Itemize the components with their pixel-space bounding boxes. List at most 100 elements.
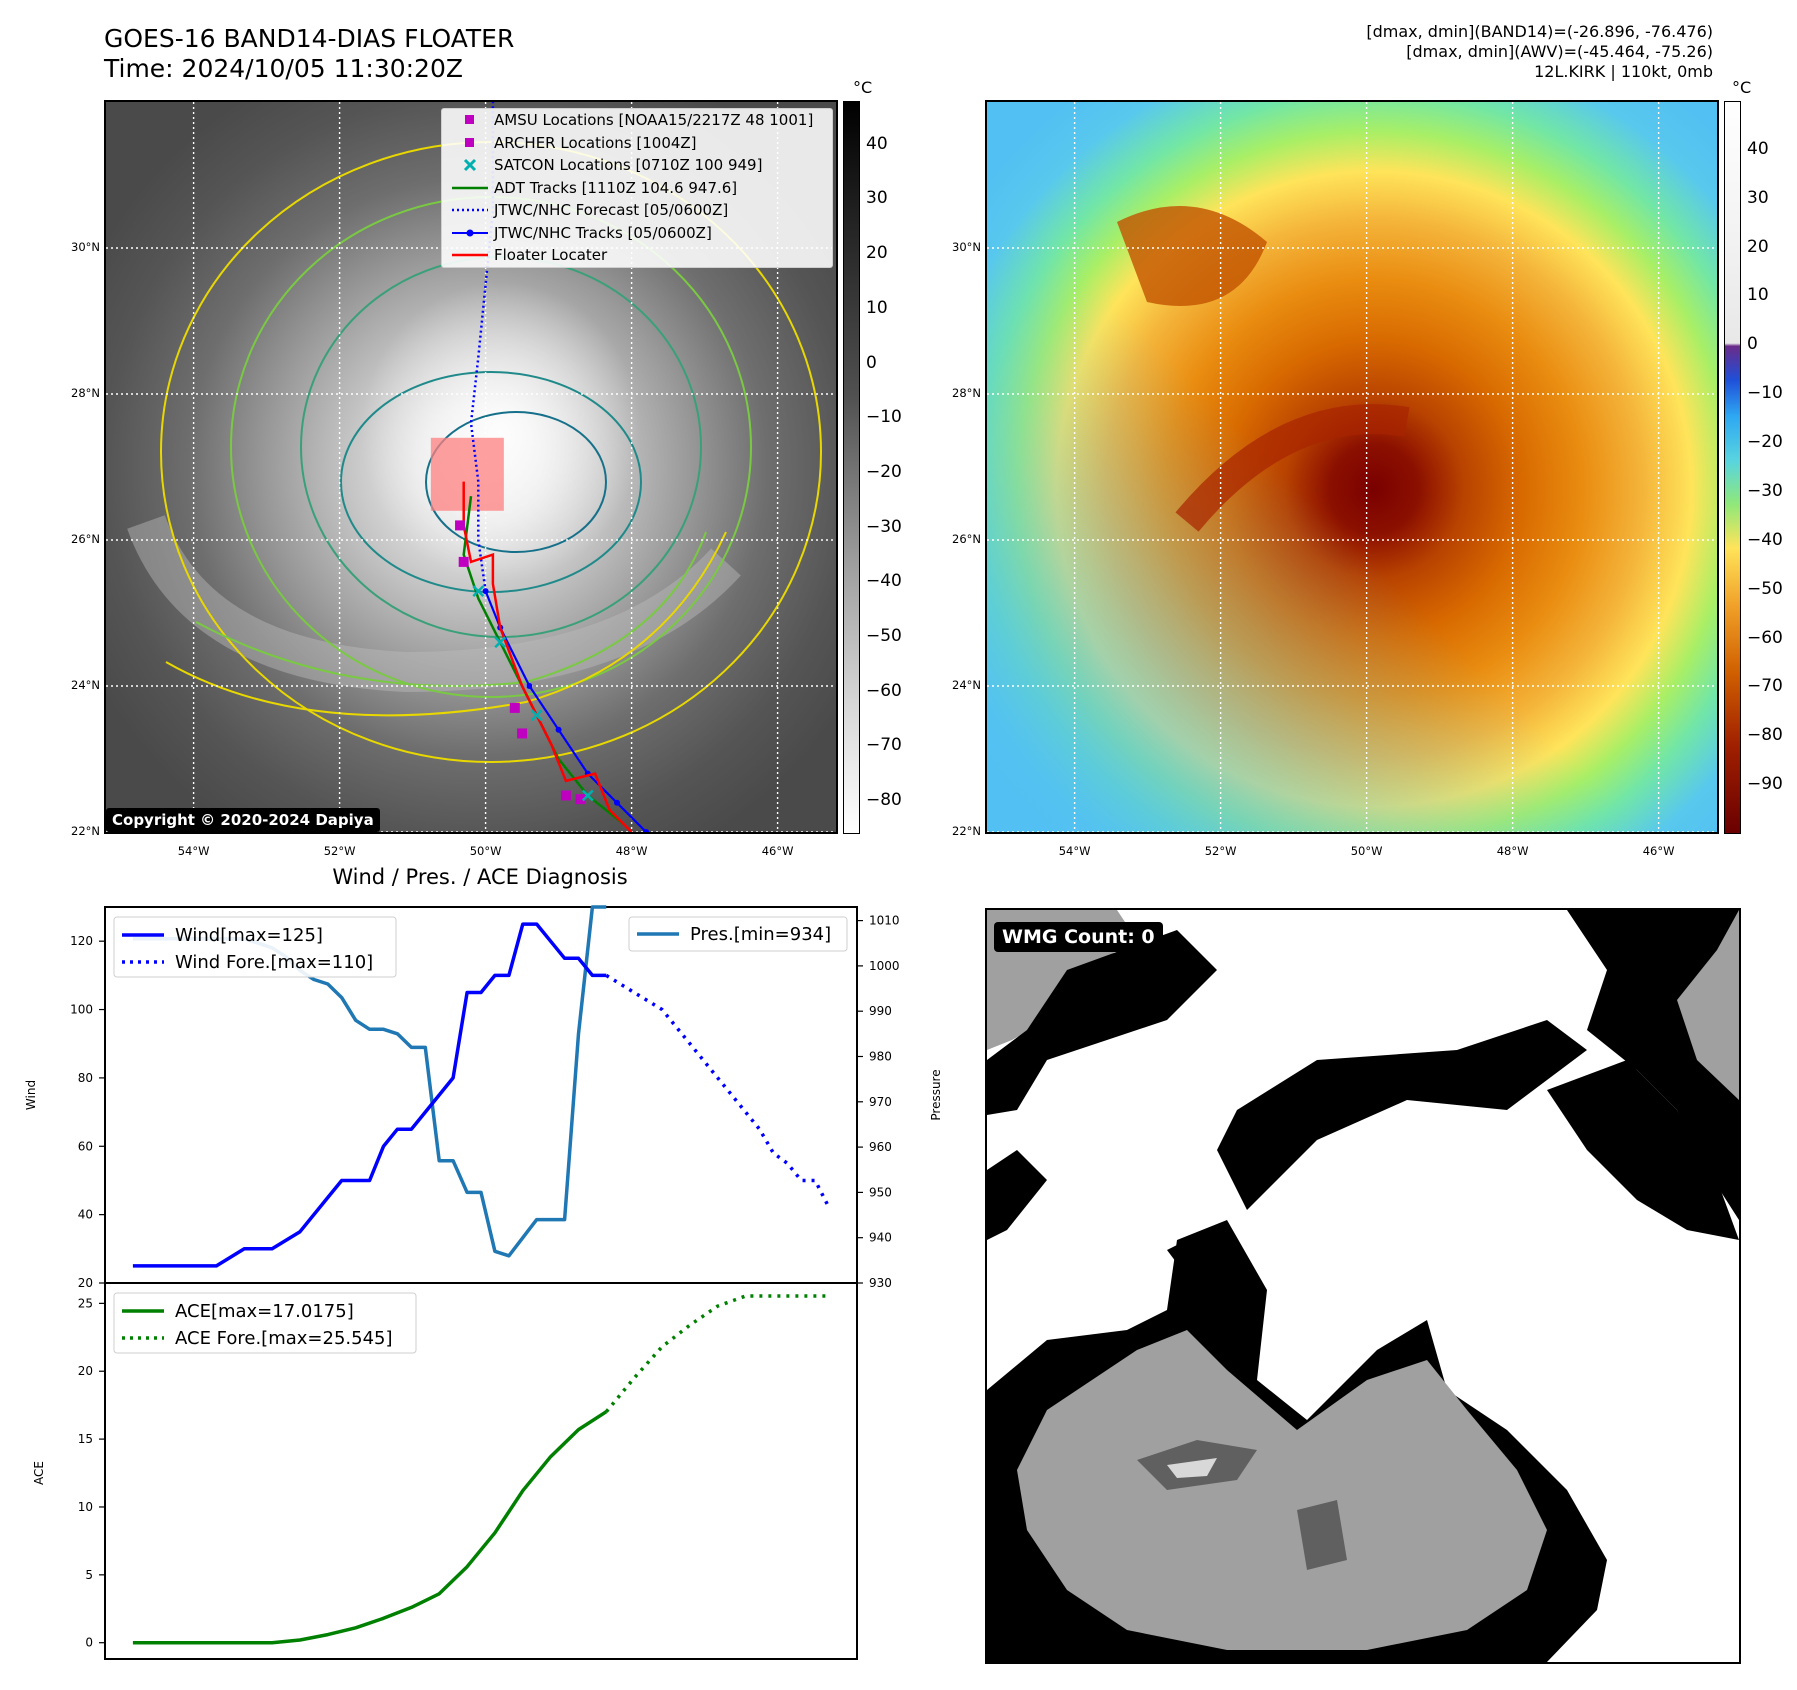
left-colorbar <box>843 101 860 834</box>
wind-tick-label: 60 <box>78 1139 93 1153</box>
amsu-marker <box>455 520 466 531</box>
legend-item-adt: ADT Tracks [1110Z 104.6 947.6] <box>442 177 832 200</box>
ir-cloud-core <box>361 282 641 582</box>
lon-tick-label: 50°W <box>469 844 502 858</box>
jtwc-track-point <box>643 829 650 832</box>
track-legend: AMSU Locations [NOAA15/2217Z 48 1001] AR… <box>441 108 833 268</box>
wind-tick-label: 40 <box>78 1208 93 1222</box>
jtwc-track-point <box>555 726 562 733</box>
colorbar-tick-label: 0 <box>1747 334 1758 355</box>
lat-tick-label: 24°N <box>71 678 100 692</box>
ace-tick-label: 0 <box>85 1636 93 1650</box>
dotted-line-icon <box>450 200 490 220</box>
colorbar-tick-label: 40 <box>866 133 888 154</box>
legend-item-forecast: JTWC/NHC Forecast [05/0600Z] <box>442 199 832 222</box>
floater-box <box>430 437 504 511</box>
wind-tick-label: 20 <box>78 1276 93 1290</box>
figure-title: GOES-16 BAND14-DIAS FLOATER Time: 2024/1… <box>104 24 514 84</box>
wmg-black-region <box>987 1150 1047 1240</box>
ace-tick-label: 25 <box>78 1296 93 1310</box>
lat-tick-label: 30°N <box>71 240 100 254</box>
info-block: [dmax, dmin](BAND14)=(-26.896, -76.476) … <box>1366 22 1713 82</box>
amsu-marker <box>509 702 520 713</box>
wind-series-line <box>132 922 607 1268</box>
storm-tracks <box>430 102 650 832</box>
wind-tick-label: 120 <box>70 934 93 948</box>
jtwc-track-point <box>482 588 489 595</box>
awv-spiral-band <box>1175 404 1410 532</box>
colorbar-tick-label: −30 <box>866 516 902 537</box>
wmg-dark-region <box>1297 1500 1347 1570</box>
colorbar-tick-label: −80 <box>1747 725 1783 746</box>
lat-tick-label: 28°N <box>71 386 100 400</box>
right-colorbar <box>1724 101 1741 834</box>
ace-legend-label: ACE[max=17.0175] <box>175 1301 354 1322</box>
colorbar-tick-label: −50 <box>866 626 902 647</box>
lon-tick-label: 46°W <box>1642 844 1675 858</box>
wmg-count-label: WMG Count: 0 <box>1002 926 1155 948</box>
wmg-gray-region <box>1677 910 1739 1100</box>
jtwc-track-point <box>614 799 620 806</box>
colorbar-tick-label: 20 <box>866 243 888 264</box>
copyright-label: Copyright © 2020-2024 Dapiya <box>106 808 380 832</box>
legend-label: AMSU Locations [NOAA15/2217Z 48 1001] <box>494 111 814 130</box>
colorbar-tick-label: −70 <box>866 735 902 756</box>
diagnosis-chart: Wind Pressure ACE 1201008060402010101000… <box>24 905 943 1660</box>
left-colorbar-unit: °C <box>853 78 873 97</box>
pressure-tick-label: 950 <box>869 1185 892 1199</box>
pressure-tick-label: 960 <box>869 1140 892 1154</box>
contour-teal-inner <box>340 371 642 593</box>
pressure-tick-label: 980 <box>869 1049 892 1063</box>
ace-series-line <box>132 1410 608 1645</box>
wmg-count-badge: WMG Count: 0 <box>994 922 1163 952</box>
square-marker-icon <box>450 133 490 153</box>
amsu-marker <box>575 794 586 805</box>
right-colorbar-unit: °C <box>1732 78 1752 97</box>
wmg-black-region <box>1217 1020 1587 1210</box>
awv-map-panel <box>985 100 1719 834</box>
wind-tick-label: 80 <box>78 1071 93 1085</box>
colorbar-tick-label: −80 <box>866 790 902 811</box>
lat-tick-label: 22°N <box>952 824 981 838</box>
awv-upper-band <box>1117 206 1267 306</box>
diagnosis-title: Wind / Pres. / ACE Diagnosis <box>332 865 628 889</box>
satcon-marker <box>530 709 543 722</box>
wmg-light-region <box>1167 1458 1217 1478</box>
lat-tick-label: 26°N <box>71 532 100 546</box>
square-marker-icon <box>450 110 490 130</box>
colorbar-tick-label: 40 <box>1747 138 1769 159</box>
colorbar-tick-label: 30 <box>1747 187 1769 208</box>
lon-tick-label: 46°W <box>761 844 794 858</box>
pressure-tick-label: 1000 <box>869 959 900 973</box>
lon-tick-label: 50°W <box>1350 844 1383 858</box>
colorbar-tick-label: −50 <box>1747 578 1783 599</box>
wind-fore-legend-label: Wind Fore.[max=110] <box>175 952 373 973</box>
colorbar-tick-label: −10 <box>866 407 902 428</box>
colorbar-tick-label: 20 <box>1747 236 1769 257</box>
lon-tick-label: 52°W <box>323 844 356 858</box>
ace-plot-frame <box>104 1282 858 1660</box>
lon-tick-label: 52°W <box>1204 844 1237 858</box>
wind-forecast-series-line <box>605 973 831 1209</box>
pressure-axis-label: Pressure <box>929 1069 943 1120</box>
lon-tick-label: 54°W <box>177 844 210 858</box>
floater-track <box>462 481 633 832</box>
legend-label: ADT Tracks [1110Z 104.6 947.6] <box>494 178 738 197</box>
contour-green-band <box>195 531 707 687</box>
awv-map-canvas <box>987 102 1717 832</box>
colorbar-tick-label: 30 <box>866 188 888 209</box>
colorbar-tick-label: −30 <box>1747 480 1783 501</box>
wmg-panel <box>985 908 1741 1664</box>
pressure-legend: Pres.[min=934] <box>628 916 848 952</box>
wmg-canvas <box>987 910 1739 1662</box>
wind-legend: Wind[max=125] Wind Fore.[max=110] <box>113 916 397 978</box>
diagnosis-ticks: 1201008060402010101000990980970960950940… <box>70 914 899 1650</box>
contour-teal-core <box>425 411 607 553</box>
legend-item-satcon: SATCON Locations [0710Z 100 949] <box>442 154 832 177</box>
satcon-marker <box>494 636 507 649</box>
colorbar-tick-label: −40 <box>1747 529 1783 550</box>
colorbar-tick-label: 10 <box>866 297 888 318</box>
ace-tick-label: 15 <box>78 1432 93 1446</box>
pressure-tick-label: 930 <box>869 1276 892 1290</box>
info-band14: [dmax, dmin](BAND14)=(-26.896, -76.476) <box>1366 22 1713 41</box>
